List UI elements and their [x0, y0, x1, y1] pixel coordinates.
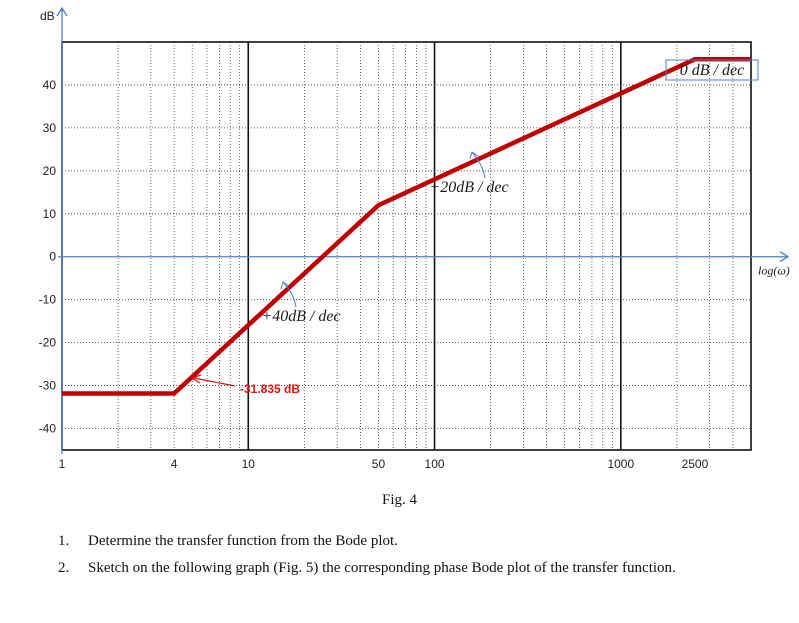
question-number: 1. — [58, 533, 70, 549]
plot-frame — [61, 41, 752, 451]
y-tick-label: 40 — [43, 78, 57, 92]
major-grid — [247, 42, 622, 450]
y-axis-arrow — [56, 6, 68, 17]
y-tick-label: -20 — [39, 336, 57, 350]
frame-rect — [61, 41, 752, 451]
slope-label-box — [665, 59, 759, 81]
question-item: 2. Sketch on the following graph (Fig. 5… — [58, 555, 778, 582]
y-tick-labels: 40 30 20 10 0 -10 -20 -30 -40 — [39, 78, 57, 436]
y-tick-label: -40 — [39, 422, 57, 436]
annotations: 0 dB / dec +20dB / dec +40dB / dec -31.835 … — [190, 59, 759, 396]
x-tick-label: 4 — [171, 457, 178, 471]
callout-line — [282, 281, 297, 308]
gain-value-label: -31.835 dB — [240, 382, 300, 396]
axes — [56, 6, 790, 454]
x-tick-label: 100 — [425, 457, 445, 471]
figure-caption: Fig. 4 — [381, 492, 417, 508]
x-axis-arrow — [779, 251, 790, 263]
y-tick-label: -10 — [39, 293, 57, 307]
callout-arrow — [280, 281, 290, 290]
magnitude-line — [62, 56, 751, 396]
question-text: Determine the transfer function from the… — [88, 533, 398, 549]
x-tick-labels: 1 4 10 50 100 1000 2500 — [59, 457, 709, 471]
gain-callout-arrow — [190, 374, 202, 384]
magnitude-series — [61, 56, 752, 396]
slope-label-0db: 0 dB / dec — [680, 62, 744, 79]
y-tick-label: 20 — [43, 164, 57, 178]
y-tick-label: 0 — [49, 250, 56, 264]
y-tick-label: 30 — [43, 121, 57, 135]
minor-grid — [62, 42, 752, 450]
y-axis-label: dB — [40, 9, 55, 23]
x-tick-label: 10 — [242, 457, 256, 471]
x-tick-label: 50 — [372, 457, 386, 471]
x-tick-label: 1 — [59, 457, 66, 471]
slope-label-20db: +20dB / dec — [429, 179, 508, 196]
slope-label-40db: +40dB / dec — [261, 308, 340, 325]
question-item: 1. Determine the transfer function from … — [58, 528, 778, 555]
callout-arrow — [469, 151, 479, 160]
y-tick-label: -30 — [39, 379, 57, 393]
x-tick-label: 2500 — [682, 457, 709, 471]
question-list: 1. Determine the transfer function from … — [58, 528, 778, 582]
x-tick-label: 1000 — [607, 457, 634, 471]
callout-line — [471, 151, 486, 179]
y-tick-label: 10 — [43, 207, 57, 221]
question-number: 2. — [58, 560, 70, 576]
x-axis-label: log(ω) — [758, 264, 790, 278]
gain-callout-line — [193, 377, 236, 387]
question-text: Sketch on the following graph (Fig. 5) t… — [88, 560, 676, 576]
